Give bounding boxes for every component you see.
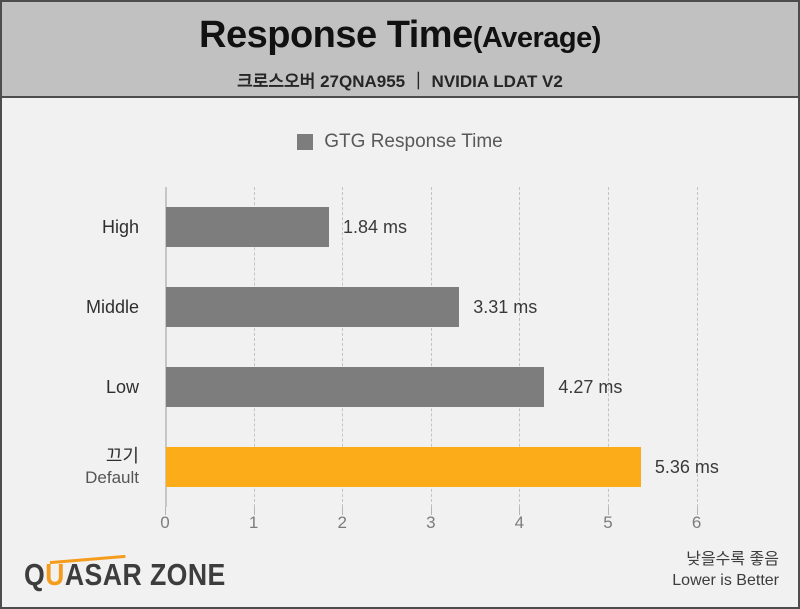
x-tick-label: 1 <box>248 513 259 532</box>
logo-text: ASAR ZONE <box>64 557 226 592</box>
legend: GTG Response Time <box>2 131 798 153</box>
chart-title: Response Time(Average) <box>2 12 798 66</box>
x-tick-mark <box>342 507 344 515</box>
footer-note: 낮을수록 좋음 Lower is Better <box>672 549 779 591</box>
footer-note-korean: 낮을수록 좋음 <box>686 551 779 568</box>
category-labels: High Middle Low 끄기 Default <box>2 187 152 507</box>
x-tick-mark <box>253 507 255 515</box>
x-tick-label: 4 <box>514 513 525 532</box>
category-label: Low <box>2 347 152 427</box>
bar-High <box>166 207 330 247</box>
x-tick-mark <box>165 507 166 515</box>
gridline <box>430 187 432 507</box>
x-tick-label: 6 <box>691 513 702 532</box>
value-label: 3.31 ms <box>473 297 538 317</box>
logo-letter-q: Q <box>24 557 46 592</box>
category-label: 끄기 Default <box>2 427 152 507</box>
y-axis-line <box>165 187 167 507</box>
x-axis-ticks: 0 1 2 3 4 5 6 <box>160 513 720 535</box>
x-tick-mark <box>519 507 521 515</box>
value-label: 4.27 ms <box>558 377 623 397</box>
gridline <box>696 187 698 507</box>
category-label: Middle <box>2 267 152 347</box>
gridline <box>253 187 255 507</box>
category-label-main: Middle <box>85 297 139 317</box>
x-tick-mark <box>430 507 432 515</box>
bar-끄기 <box>166 447 641 487</box>
bar-Middle <box>166 287 460 327</box>
value-label: 1.84 ms <box>343 217 408 237</box>
logo-letter-u: U <box>45 557 65 592</box>
gridline <box>342 187 344 507</box>
category-label-main: 끄기 <box>105 446 139 466</box>
x-tick-label: 2 <box>337 513 347 532</box>
category-label-main: Low <box>105 377 139 397</box>
value-label: 5.36 ms <box>654 457 719 477</box>
chart-subtitle: 크로스오버 27QNA955 ｜ NVIDIA LDAT V2 <box>237 72 563 91</box>
gridline <box>519 187 521 507</box>
x-tick-label: 5 <box>603 513 613 532</box>
bar-Low <box>166 367 545 407</box>
gridline <box>608 187 609 507</box>
quasar-zone-logo: QUASAR ZONE <box>24 554 226 596</box>
category-label-main: High <box>101 217 139 237</box>
footer-note-english: Lower is Better <box>672 572 779 589</box>
x-tick-label: 3 <box>426 513 436 532</box>
category-label-sub: Default <box>85 468 139 487</box>
legend-swatch <box>297 134 314 150</box>
category-label: High <box>2 187 152 267</box>
x-tick-mark <box>608 507 609 515</box>
chart-title-main: Response Time <box>199 14 473 56</box>
header: Response Time(Average) 크로스오버 27QNA955 ｜ … <box>2 2 798 98</box>
x-tick-mark <box>696 507 698 515</box>
chart-title-suffix: (Average) <box>472 22 602 54</box>
x-tick-label: 0 <box>160 513 170 532</box>
legend-label: GTG Response Time <box>324 131 503 152</box>
plot-area: 1.84 ms 3.31 ms 4.27 ms 5.36 ms <box>165 187 720 515</box>
